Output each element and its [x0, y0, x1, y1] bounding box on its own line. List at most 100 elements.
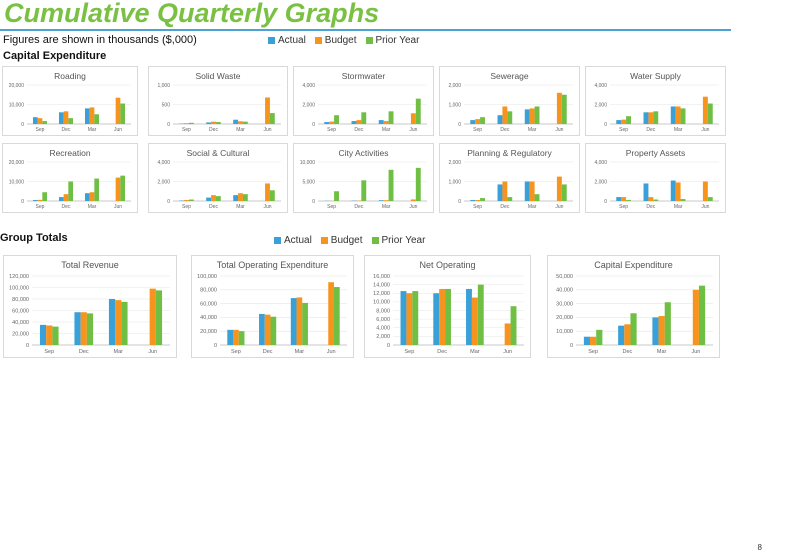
x-tick-label: Dec [209, 127, 218, 133]
x-tick-label: Dec [646, 204, 655, 210]
y-tick-label: 2,000 [157, 179, 170, 185]
chart-title: Net Operating [419, 260, 475, 270]
x-tick-label: Dec [209, 204, 218, 210]
x-tick-label: Sep [619, 204, 628, 210]
bar-actual-dec [58, 112, 64, 124]
y-tick-label: 100,000 [197, 274, 217, 280]
chart-title: Property Assets [626, 148, 686, 158]
bar-budget-mar [471, 297, 478, 345]
bar-prior-year-jun [269, 190, 275, 201]
bar-budget-sep [37, 118, 43, 124]
section-heading-capex: Capital Expenditure [3, 50, 107, 62]
x-tick-label: Dec [62, 204, 71, 210]
bar-budget-jun [504, 323, 511, 345]
chart-svg: City Activities 0 5,000 10,000 Sep Dec Mar Jun [300, 148, 427, 210]
bar-prior-year-dec [68, 118, 74, 124]
chart-title: City Activities [338, 148, 388, 158]
bar-prior-year-dec [270, 316, 277, 345]
bar-budget-dec [356, 120, 362, 124]
bar-prior-year-mar [388, 169, 394, 201]
chart-stormwater: Stormwater 0 2,000 4,000 Sep Dec Mar Jun [293, 66, 434, 136]
y-tick-label: 40,000 [12, 320, 29, 326]
bar-budget-jun [265, 97, 270, 124]
y-tick-label: 60,000 [200, 301, 217, 307]
bar-actual-sep [400, 291, 407, 345]
y-tick-label: 50,000 [556, 274, 573, 280]
bar-prior-year-sep [42, 121, 48, 124]
legend-label: Actual [284, 235, 312, 246]
bar-prior-year-sep [334, 191, 339, 201]
legend-item-budget: Budget [314, 35, 357, 46]
bar-actual-mar [652, 317, 659, 345]
page-title: Cumulative Quarterly Graphs [4, 0, 380, 28]
x-tick-label: Sep [182, 127, 191, 133]
legend-item-actual: Actual [274, 235, 312, 246]
bar-budget-jun [556, 176, 562, 201]
bar-budget-dec [624, 324, 631, 345]
bar-actual-sep [583, 336, 591, 345]
y-tick-label: 40,000 [200, 315, 217, 321]
bar-actual-mar [233, 195, 239, 201]
bar-budget-jun [149, 288, 156, 345]
y-tick-label: 2,000 [594, 102, 607, 108]
bar-prior-year-sep [52, 326, 59, 345]
bar-actual-dec [497, 115, 503, 124]
y-tick-label: 2,000 [376, 334, 390, 340]
bar-actual-mar [670, 106, 676, 124]
bar-budget-mar [675, 106, 681, 124]
y-tick-label: 0 [167, 122, 170, 128]
bar-budget-dec [502, 181, 508, 201]
chart-svg: Net Operating 0 2,000 4,000 6,000 8,000 10,000… [373, 260, 524, 355]
x-tick-label: Mar [674, 127, 683, 133]
x-tick-label: Dec [437, 349, 447, 355]
legend-item-budget: Budget [320, 235, 363, 246]
bar-budget-dec [63, 111, 69, 124]
bar-actual-mar [84, 193, 90, 201]
x-tick-label: Dec [263, 349, 273, 355]
bar-budget-jun [692, 289, 699, 345]
x-tick-label: Mar [236, 204, 245, 210]
chart-sewerage: Sewerage 0 1,000 2,000 Sep Dec Mar Jun [439, 66, 580, 136]
x-tick-label: Mar [114, 349, 124, 355]
x-tick-label: Sep [619, 127, 628, 133]
x-tick-label: Mar [657, 349, 667, 355]
bar-actual-sep [32, 200, 38, 201]
legend-item-actual: Actual [268, 35, 306, 46]
bar-budget-mar [89, 107, 95, 124]
x-tick-label: Dec [500, 127, 509, 133]
bar-actual-sep [32, 117, 38, 124]
x-tick-label: Sep [588, 349, 598, 355]
chart-city-activities: City Activities 0 5,000 10,000 Sep Dec Mar Jun [293, 143, 434, 213]
y-tick-label: 120,000 [9, 274, 29, 280]
bar-actual-mar [378, 200, 384, 201]
bar-budget-sep [590, 336, 597, 345]
y-tick-label: 60,000 [12, 308, 29, 314]
bar-actual-sep [227, 329, 234, 345]
x-tick-label: Dec [354, 204, 363, 210]
chart-solid-waste: Solid Waste 0 500 1,000 Sep Dec Mar Jun [148, 66, 288, 136]
chart-title: Solid Waste [195, 71, 240, 81]
bar-prior-year-sep [626, 200, 631, 201]
bar-prior-year-dec [507, 197, 513, 201]
bar-budget-mar [238, 193, 243, 201]
chart-roading: Roading 0 10,000 20,000 Sep Dec Mar Jun [2, 66, 138, 136]
x-tick-label: Jun [691, 349, 700, 355]
bar-budget-jun [328, 282, 334, 345]
chart-svg: Social & Cultural 0 2,000 4,000 Sep Dec Mar Jun [157, 148, 281, 210]
chart-title: Recreation [49, 148, 90, 158]
y-tick-label: 0 [214, 343, 217, 349]
y-tick-label: 0 [21, 122, 24, 128]
bar-actual-mar [670, 180, 676, 201]
y-tick-label: 2,000 [302, 102, 315, 108]
bar-budget-mar [383, 121, 389, 124]
bar-budget-dec [502, 106, 508, 124]
bar-actual-mar [84, 108, 90, 124]
x-tick-label: Sep [231, 349, 241, 355]
bar-actual-dec [497, 184, 503, 201]
chart-title: Stormwater [342, 71, 386, 81]
legend-label: Budget [330, 235, 363, 246]
bar-actual-mar [233, 119, 239, 124]
legend-label: Prior Year [381, 235, 426, 246]
bar-budget-jun [556, 92, 562, 124]
bar-budget-dec [211, 121, 216, 124]
